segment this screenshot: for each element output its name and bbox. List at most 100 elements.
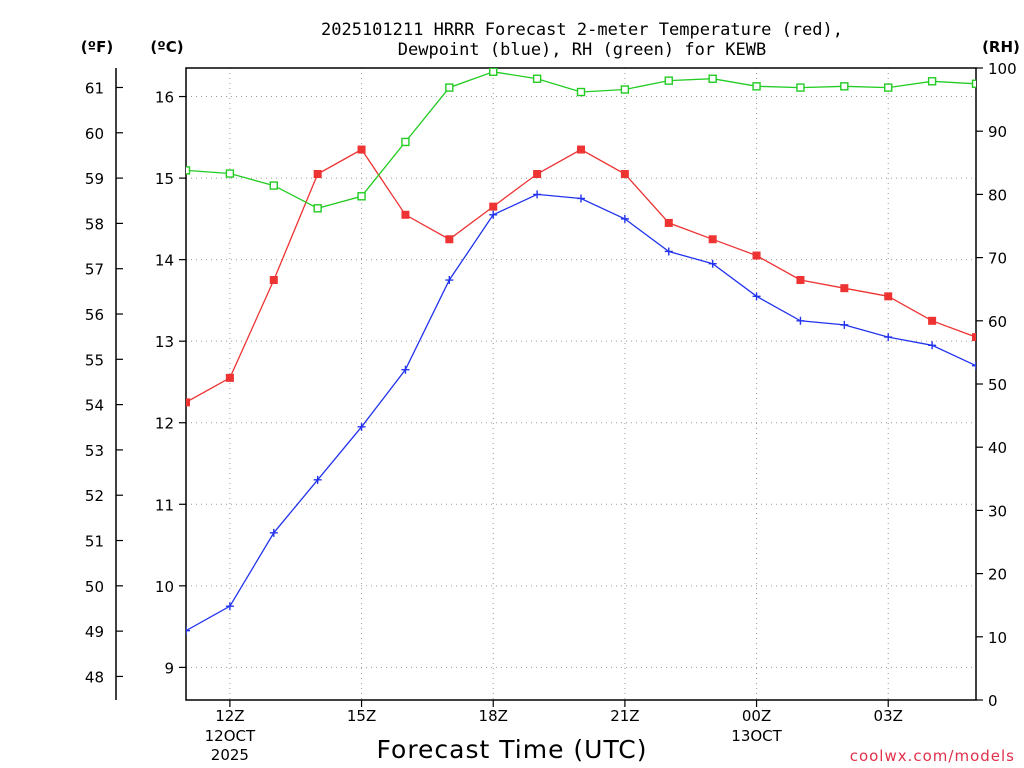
- fahrenheit-unit-label: (ºF): [81, 38, 113, 56]
- rh-point: [401, 137, 410, 147]
- 2-meter-temperature-point: [225, 373, 234, 382]
- time-tick-label: 18Z: [479, 707, 508, 725]
- time-tick-year-label: 2025: [211, 746, 249, 764]
- rh-tick-label: 40: [988, 439, 1007, 457]
- fahrenheit-tick-label: 53: [85, 442, 104, 460]
- 2-meter-temperature-point: [489, 202, 498, 211]
- 2-meter-temperature-point: [796, 276, 805, 285]
- 2-meter-temperature-point: [972, 333, 976, 342]
- celsius-tick-label: 10: [155, 578, 174, 596]
- 2-meter-temperature-point: [577, 145, 585, 154]
- 2-meter-temperature-point: [620, 170, 629, 179]
- 2-meter-temperature-point: [533, 170, 542, 179]
- fahrenheit-tick-label: 54: [85, 397, 104, 415]
- celsius-unit-label: (ºC): [150, 38, 183, 56]
- dewpoint-point: [884, 333, 893, 342]
- rh-point: [576, 87, 586, 97]
- 2-meter-temperature-point: [708, 235, 717, 244]
- dewpoint-point: [708, 259, 717, 268]
- x-axis-title: Forecast Time (UTC): [377, 735, 648, 764]
- time-tick-label: 00Z: [742, 707, 771, 725]
- 2-meter-temperature-line: [186, 148, 976, 403]
- rh-tick-label: 0: [988, 692, 998, 710]
- rh-point: [927, 77, 937, 86]
- fahrenheit-tick-label: 52: [85, 487, 104, 505]
- rh-tick-label: 10: [988, 629, 1007, 647]
- fahrenheit-tick-label: 61: [85, 79, 104, 97]
- fahrenheit-tick-label: 60: [85, 125, 104, 143]
- rh-tick-label: 80: [988, 186, 1007, 204]
- 2-meter-temperature-point: [401, 210, 410, 219]
- fahrenheit-tick-label: 55: [85, 351, 104, 369]
- 2-meter-temperature-point: [664, 218, 673, 227]
- plot-frame: [185, 67, 977, 701]
- rh-point: [186, 166, 191, 175]
- rh-point: [664, 76, 673, 85]
- rh-point: [752, 82, 761, 91]
- axes: [115, 67, 983, 707]
- celsius-tick-label: 15: [155, 170, 174, 188]
- fahrenheit-tick-label: 56: [85, 306, 104, 324]
- dewpoint-point: [186, 626, 190, 635]
- rh-tick-label: 90: [988, 123, 1007, 141]
- celsius-tick-label: 16: [155, 89, 174, 107]
- rh-tick-label: 50: [988, 376, 1007, 394]
- dewpoint-point: [313, 475, 322, 484]
- dewpoint-point: [225, 602, 234, 611]
- fahrenheit-tick-label: 48: [85, 668, 104, 686]
- dewpoint-point: [840, 320, 849, 329]
- 2-meter-temperature-point: [357, 145, 366, 154]
- dewpoint-point: [577, 194, 585, 203]
- dewpoint-point: [664, 247, 673, 256]
- dewpoint-point: [489, 210, 498, 219]
- rh-point: [313, 204, 322, 213]
- 2-meter-temperature-point: [928, 316, 937, 325]
- rh-point: [269, 181, 278, 190]
- time-tick-label: 21Z: [610, 707, 639, 725]
- 2-meter-temperature-point: [269, 276, 278, 285]
- chart-title-line-1: 2025101211 HRRR Forecast 2-meter Tempera…: [321, 20, 843, 40]
- rh-unit-label: (RH): [982, 38, 1020, 56]
- series-lines: [186, 68, 976, 635]
- celsius-tick-label: 12: [155, 415, 174, 433]
- rh-point: [445, 83, 454, 92]
- rh-point: [620, 85, 630, 94]
- celsius-tick-label: 13: [155, 333, 174, 351]
- celsius-tick-label: 14: [155, 252, 174, 270]
- 2-meter-temperature-point: [884, 292, 893, 301]
- rh-point: [357, 192, 366, 201]
- time-tick-label: 03Z: [874, 707, 903, 725]
- time-tick-label: 12Z: [215, 707, 244, 725]
- celsius-tick-label: 11: [155, 496, 174, 514]
- dewpoint-point: [972, 361, 976, 370]
- rh-tick-label: 20: [988, 566, 1007, 584]
- time-tick-label: 15Z: [347, 707, 376, 725]
- dewpoint-point: [357, 422, 366, 431]
- dewpoint-point: [928, 341, 937, 350]
- rh-tick-label: 30: [988, 502, 1007, 520]
- rh-tick-label: 70: [988, 250, 1007, 268]
- fahrenheit-tick-label: 50: [85, 578, 104, 596]
- rh-point: [532, 74, 542, 83]
- credit-link[interactable]: coolwx.com/models: [850, 747, 1015, 765]
- dewpoint-point: [752, 292, 761, 301]
- dewpoint-point: [620, 214, 629, 223]
- fahrenheit-tick-label: 49: [85, 623, 104, 641]
- rh-point: [840, 82, 849, 91]
- gridlines: [186, 68, 976, 700]
- tick-labels: 9 10 11 12 13 14 15 16 48 49 50 51 52 53 54 55 56 57 58 59 6…: [85, 60, 1017, 764]
- rh-point: [971, 79, 976, 89]
- chart-title-line-2: Dewpoint (blue), RH (green) for KEWB: [398, 40, 766, 60]
- 2-meter-temperature-point: [186, 398, 190, 407]
- fahrenheit-tick-label: 51: [85, 533, 104, 551]
- series-group: [186, 68, 976, 635]
- rh-point: [708, 74, 717, 83]
- fahrenheit-tick-label: 57: [85, 261, 104, 279]
- 2-meter-temperature-point: [445, 235, 454, 244]
- dewpoint-point: [401, 365, 410, 374]
- time-tick-date-label: 12OCT: [205, 727, 256, 745]
- rh-tick-label: 100: [988, 60, 1017, 78]
- 2-meter-temperature-point: [752, 251, 761, 260]
- dewpoint-point: [533, 190, 542, 199]
